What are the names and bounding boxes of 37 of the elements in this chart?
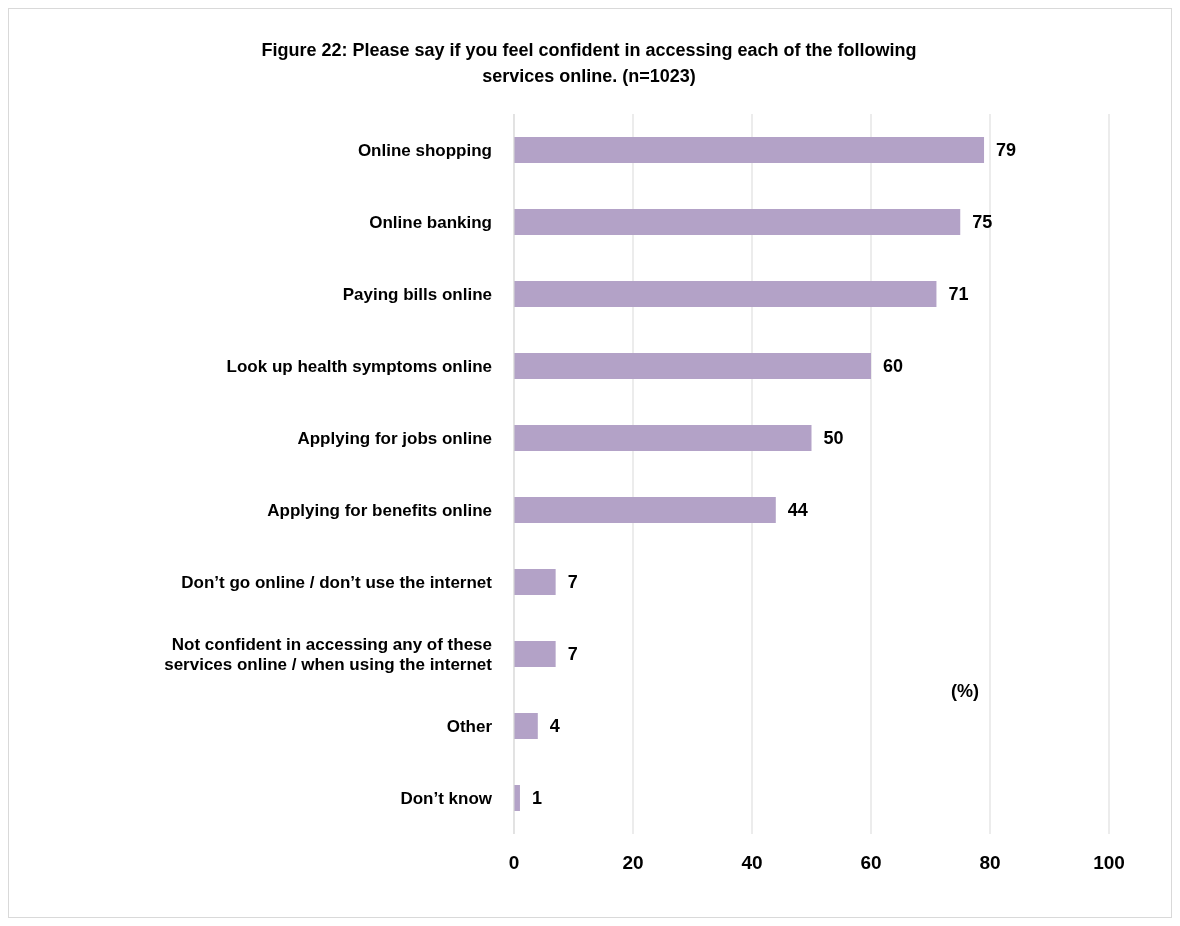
chart-title: Figure 22: Please say if you feel confident in accessing each of the following services online. (n=1023): [260, 39, 918, 88]
data-label: 4: [549, 716, 560, 737]
bar: [514, 281, 937, 307]
x-tick-label: 20: [622, 852, 644, 874]
y-tick-label: Applying for benefits online: [267, 500, 492, 520]
data-label: 1: [531, 788, 542, 809]
y-tick-label: Online shopping: [357, 140, 492, 160]
data-label: 7: [567, 644, 578, 665]
data-label: 60: [883, 356, 904, 377]
bar: [514, 569, 556, 595]
bar: [514, 641, 556, 667]
bar: [514, 353, 871, 379]
data-label: 71: [948, 284, 969, 305]
y-tick-label: Online banking: [369, 212, 492, 232]
data-label: 79: [996, 140, 1017, 161]
y-tick-label: Paying bills online: [342, 284, 492, 304]
bar: [514, 497, 776, 523]
y-tick-label: Other: [446, 716, 493, 736]
x-tick-label: 40: [741, 852, 763, 874]
data-label: 50: [823, 428, 844, 449]
y-tick-label: Look up health symptoms online: [226, 356, 492, 376]
y-tick-label: Don’t know: [400, 788, 493, 808]
data-label: 75: [972, 212, 993, 233]
data-label: 44: [787, 500, 808, 521]
annotation: (%): [951, 681, 979, 702]
bar: [514, 209, 961, 235]
y-tick-label: Not confident in accessing any of these services online / when using the internet: [164, 634, 493, 674]
data-label: 7: [567, 572, 578, 593]
bar: [514, 425, 812, 451]
y-tick-label: Don’t go online / don’t use the internet: [181, 572, 493, 592]
bar: [514, 137, 985, 163]
x-tick-label: 60: [860, 852, 882, 874]
x-tick-label: 100: [1093, 852, 1125, 874]
y-tick-label: Applying for jobs online: [297, 428, 492, 448]
x-tick-label: 0: [508, 852, 520, 874]
bar: [514, 713, 538, 739]
x-tick-label: 80: [979, 852, 1001, 874]
